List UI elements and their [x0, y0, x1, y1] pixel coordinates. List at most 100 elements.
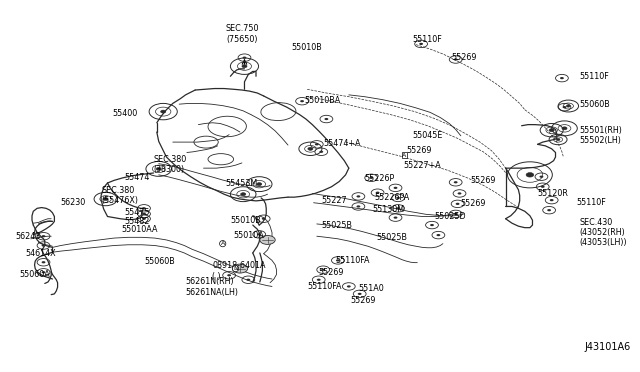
Text: 55400: 55400 — [112, 109, 137, 118]
Text: 55045E: 55045E — [413, 131, 443, 140]
Text: 55474+A: 55474+A — [323, 139, 361, 148]
Circle shape — [42, 244, 45, 247]
Circle shape — [246, 279, 250, 281]
Text: 55060A: 55060A — [19, 270, 50, 279]
Circle shape — [142, 218, 146, 220]
Circle shape — [156, 167, 161, 170]
Circle shape — [394, 187, 397, 189]
Text: 54614X: 54614X — [26, 249, 56, 258]
Text: 08918-6401A
( ): 08918-6401A ( ) — [212, 261, 266, 280]
Circle shape — [319, 151, 323, 153]
Text: 55475: 55475 — [125, 208, 150, 217]
Circle shape — [42, 235, 45, 237]
Text: 55453M: 55453M — [225, 179, 257, 188]
Circle shape — [396, 197, 400, 199]
Circle shape — [436, 234, 440, 236]
Circle shape — [376, 192, 380, 194]
Circle shape — [315, 143, 319, 145]
Text: 55227: 55227 — [321, 196, 347, 205]
Text: J43101A6: J43101A6 — [584, 341, 630, 352]
Circle shape — [454, 181, 458, 183]
Text: 56261N(RH)
56261NA(LH): 56261N(RH) 56261NA(LH) — [186, 278, 239, 297]
Text: 55269: 55269 — [318, 268, 344, 277]
Text: 56243: 56243 — [15, 232, 40, 241]
Circle shape — [324, 118, 328, 120]
Text: 55110F: 55110F — [413, 35, 442, 44]
Circle shape — [241, 193, 246, 196]
Text: 55025B: 55025B — [321, 221, 352, 230]
Circle shape — [566, 105, 570, 107]
Circle shape — [356, 195, 360, 198]
Text: 55474: 55474 — [125, 173, 150, 182]
Text: 55110FA: 55110FA — [307, 282, 342, 291]
Circle shape — [556, 138, 560, 141]
Circle shape — [396, 207, 400, 209]
Circle shape — [526, 173, 534, 177]
Text: 55110F: 55110F — [576, 198, 605, 207]
Circle shape — [257, 183, 262, 186]
Circle shape — [549, 129, 554, 132]
Circle shape — [356, 205, 360, 208]
Text: 55025D: 55025D — [434, 212, 465, 221]
Text: 55010B: 55010B — [291, 43, 322, 52]
Circle shape — [161, 110, 166, 113]
Circle shape — [550, 199, 554, 201]
Text: SEC.430
(43052(RH)
(43053(LH)): SEC.430 (43052(RH) (43053(LH)) — [579, 218, 627, 247]
Text: 55110F: 55110F — [579, 72, 609, 81]
Circle shape — [394, 217, 397, 219]
Circle shape — [336, 259, 340, 262]
Circle shape — [242, 65, 247, 68]
Text: 55010B: 55010B — [230, 216, 261, 225]
Circle shape — [563, 106, 566, 108]
Text: 55227+A: 55227+A — [403, 161, 441, 170]
Text: 55269: 55269 — [451, 53, 477, 62]
Text: 551A0: 551A0 — [358, 284, 384, 293]
Circle shape — [243, 57, 246, 59]
Circle shape — [227, 274, 231, 276]
Text: 55269: 55269 — [470, 176, 496, 185]
Text: 55110FA: 55110FA — [335, 256, 370, 265]
Circle shape — [142, 207, 146, 209]
Text: 55501(RH)
55502(LH): 55501(RH) 55502(LH) — [579, 126, 622, 145]
Circle shape — [540, 176, 543, 178]
Text: 55130M: 55130M — [372, 205, 404, 214]
Text: 55226PA: 55226PA — [374, 193, 410, 202]
Text: 55269: 55269 — [406, 146, 432, 155]
Circle shape — [317, 279, 321, 281]
Circle shape — [300, 100, 304, 102]
Circle shape — [260, 235, 275, 244]
Circle shape — [369, 177, 373, 179]
Circle shape — [42, 271, 45, 273]
Circle shape — [458, 192, 461, 195]
Text: 55025B: 55025B — [376, 233, 407, 242]
Circle shape — [547, 209, 551, 211]
Circle shape — [321, 269, 325, 271]
Circle shape — [347, 285, 351, 288]
Text: A: A — [403, 153, 406, 158]
Text: 55269: 55269 — [461, 199, 486, 208]
Circle shape — [257, 233, 261, 235]
Circle shape — [454, 58, 458, 61]
Text: N: N — [233, 266, 238, 271]
Circle shape — [419, 43, 423, 45]
Text: SEC.750
(75650): SEC.750 (75650) — [225, 24, 259, 44]
Text: 55010AA: 55010AA — [122, 225, 158, 234]
Text: 55120R: 55120R — [538, 189, 568, 198]
Text: 56230: 56230 — [61, 198, 86, 207]
Text: 55010BA: 55010BA — [304, 96, 340, 105]
Text: 55060B: 55060B — [144, 257, 175, 266]
Circle shape — [454, 213, 458, 215]
Circle shape — [358, 293, 362, 295]
Circle shape — [560, 77, 564, 79]
Text: SEC.380
(38300): SEC.380 (38300) — [154, 155, 187, 174]
Text: 55269: 55269 — [351, 296, 376, 305]
Text: A: A — [221, 241, 225, 246]
Text: SEC.380
(55476X): SEC.380 (55476X) — [101, 186, 138, 205]
Text: 55226P: 55226P — [365, 174, 395, 183]
Circle shape — [541, 186, 545, 188]
Circle shape — [562, 127, 567, 130]
Text: 55060B: 55060B — [579, 100, 610, 109]
Text: 55482: 55482 — [125, 217, 150, 226]
Circle shape — [308, 147, 313, 150]
Circle shape — [142, 213, 146, 215]
